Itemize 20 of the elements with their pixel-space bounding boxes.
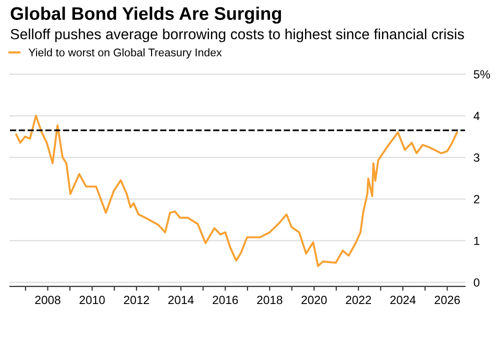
x-tick-label: 2024 — [390, 296, 416, 304]
x-tick-label: 2018 — [257, 296, 282, 304]
x-tick-label: 2014 — [168, 296, 194, 304]
x-tick-label: 2020 — [302, 296, 327, 304]
y-tick-label: 0 — [474, 278, 480, 287]
x-tick-label: 2026 — [434, 296, 460, 304]
y-tick-label: 4 — [474, 112, 480, 120]
x-tick-label: 2012 — [124, 296, 150, 304]
line-series — [15, 114, 458, 268]
x-tick-label: 2008 — [35, 296, 60, 304]
y-tick-label: 1 — [474, 236, 480, 245]
x-tick-label: 2022 — [346, 296, 372, 304]
y-tick-label: 5% — [474, 70, 490, 79]
y-tick-label: 2 — [474, 195, 480, 204]
chart-subtitle: Selloff pushes average borrowing costs to highest since financial crisis — [10, 28, 464, 42]
legend-label: Yield to worst on Global Treasury Index — [28, 48, 222, 59]
x-tick-label: 2016 — [212, 296, 238, 304]
y-tick-label: 3 — [474, 153, 480, 162]
x-tick-label: 2010 — [80, 296, 105, 304]
chart-title: Global Bond Yields Are Surging — [10, 6, 281, 24]
